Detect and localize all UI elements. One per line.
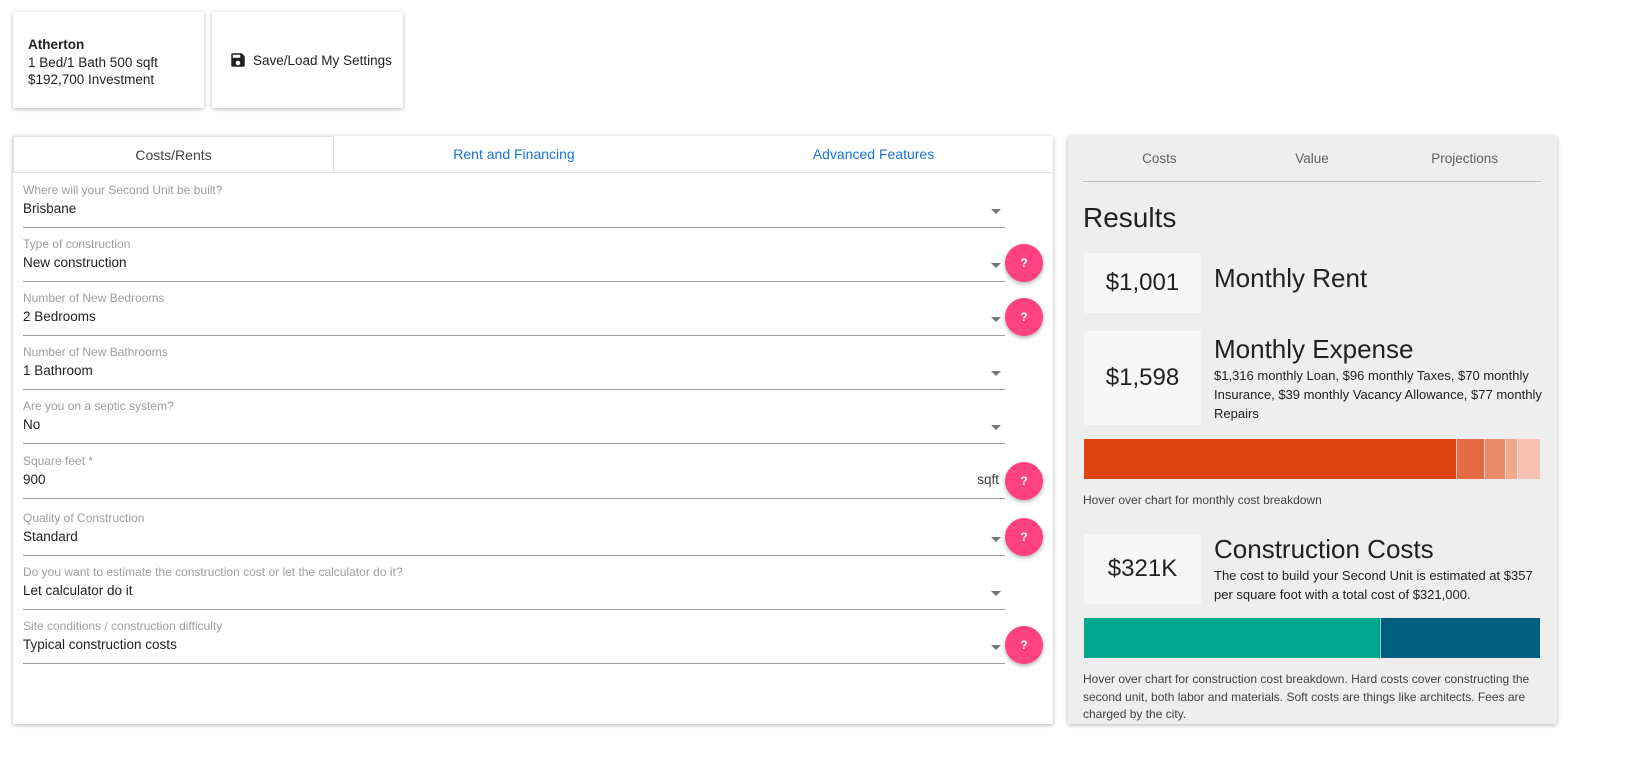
field-label: Do you want to estimate the construction…: [23, 565, 403, 579]
field-label: Square feet *: [23, 454, 94, 468]
bathrooms-select[interactable]: Number of New Bathrooms 1 Bathroom: [23, 345, 1005, 390]
monthly-rent-value: $1,001: [1084, 253, 1201, 313]
expense-bar-segment[interactable]: [1484, 439, 1506, 479]
construction-cost-title: Construction Costs: [1214, 534, 1434, 564]
caret-down-icon: [991, 209, 1001, 214]
construction-cost-bar-chart[interactable]: [1084, 618, 1540, 658]
location-select[interactable]: Where will your Second Unit be built? Br…: [23, 183, 1005, 228]
caret-down-icon: [991, 425, 1001, 430]
summary-unit-details: 1 Bed/1 Bath 500 sqft: [28, 54, 158, 70]
field-value: 2 Bedrooms: [23, 309, 96, 324]
septic-select[interactable]: Are you on a septic system? No: [23, 399, 1005, 444]
summary-card: Atherton 1 Bed/1 Bath 500 sqft $192,700 …: [13, 12, 204, 108]
tab-costs[interactable]: Costs: [1142, 151, 1177, 166]
tab-value[interactable]: Value: [1295, 151, 1329, 166]
field-value: 1 Bathroom: [23, 363, 93, 378]
expense-bar-segment[interactable]: [1505, 439, 1518, 479]
help-bedrooms-button[interactable]: ?: [1005, 298, 1043, 336]
caret-down-icon: [991, 591, 1001, 596]
field-label: Quality of Construction: [23, 511, 145, 525]
save-load-settings-button[interactable]: Save/Load My Settings: [212, 12, 403, 108]
field-value: New construction: [23, 255, 127, 270]
caret-down-icon: [991, 263, 1001, 268]
results-panel: Costs Value Projections Results $1,001 M…: [1068, 136, 1557, 724]
caret-down-icon: [991, 317, 1001, 322]
expense-bar-segment[interactable]: [1517, 439, 1541, 479]
site-conditions-select[interactable]: Site conditions / construction difficult…: [23, 619, 1005, 664]
summary-title: Atherton: [28, 37, 85, 52]
bedrooms-select[interactable]: Number of New Bedrooms 2 Bedrooms: [23, 291, 1005, 336]
summary-investment: $192,700 Investment: [28, 72, 155, 87]
square-feet-input[interactable]: Square feet * 900 sqft: [23, 454, 1005, 499]
help-square-feet-button[interactable]: ?: [1005, 462, 1043, 500]
field-label: Number of New Bedrooms: [23, 291, 165, 305]
caret-down-icon: [991, 645, 1001, 650]
field-label: Number of New Bathrooms: [23, 345, 168, 359]
construction-cost-value: $321K: [1084, 534, 1201, 604]
results-tabs: Costs Value Projections: [1083, 136, 1541, 182]
monthly-expense-breakdown: $1,316 monthly Loan, $96 monthly Taxes, …: [1214, 368, 1542, 421]
help-construction-type-button[interactable]: ?: [1005, 244, 1043, 282]
field-value: 900: [23, 472, 46, 487]
tab-advanced-features[interactable]: Advanced Features: [812, 146, 935, 162]
form-panel: Costs/Rents Rent and Financing Advanced …: [13, 136, 1053, 724]
monthly-expense-bar-chart[interactable]: [1084, 439, 1541, 479]
field-label: Type of construction: [23, 237, 131, 251]
field-label: Are you on a septic system?: [23, 399, 174, 413]
results-title: Results: [1083, 202, 1177, 233]
caret-down-icon: [991, 371, 1001, 376]
caret-down-icon: [991, 537, 1001, 542]
field-value: No: [23, 417, 41, 432]
expense-bar-segment[interactable]: [1456, 439, 1485, 479]
construction-bar-segment[interactable]: [1084, 618, 1380, 658]
construction-cost-desc: The cost to build your Second Unit is es…: [1214, 568, 1533, 602]
floppy-disk-icon: [231, 53, 245, 67]
tab-projections[interactable]: Projections: [1431, 151, 1499, 166]
tab-costs-rents[interactable]: Costs/Rents: [13, 136, 334, 172]
field-label: Where will your Second Unit be built?: [23, 183, 223, 197]
field-value: Standard: [23, 529, 78, 544]
construction-bar-segment[interactable]: [1379, 618, 1540, 658]
help-quality-button[interactable]: ?: [1005, 518, 1043, 556]
sqft-unit: sqft: [977, 472, 999, 487]
construction-cost-note: Hover over chart for construction cost b…: [1083, 672, 1530, 721]
field-value: Brisbane: [23, 201, 77, 216]
field-value: Typical construction costs: [23, 637, 177, 652]
field-label: Site conditions / construction difficult…: [23, 619, 223, 633]
expense-bar-segment[interactable]: [1084, 439, 1457, 479]
tab-rent-financing[interactable]: Rent and Financing: [453, 146, 575, 162]
field-value: Let calculator do it: [23, 583, 133, 598]
estimate-method-select[interactable]: Do you want to estimate the construction…: [23, 565, 1005, 610]
monthly-expense-title: Monthly Expense: [1214, 334, 1414, 364]
construction-type-select[interactable]: Type of construction New construction: [23, 237, 1005, 282]
monthly-expense-note: Hover over chart for monthly cost breakd…: [1083, 493, 1322, 507]
monthly-rent-title: Monthly Rent: [1214, 263, 1368, 293]
help-site-conditions-button[interactable]: ?: [1005, 626, 1043, 664]
monthly-expense-value: $1,598: [1084, 331, 1201, 425]
quality-select[interactable]: Quality of Construction Standard: [23, 511, 1005, 556]
form-tabs: Costs/Rents Rent and Financing Advanced …: [13, 136, 1053, 173]
save-load-label: Save/Load My Settings: [253, 52, 392, 68]
